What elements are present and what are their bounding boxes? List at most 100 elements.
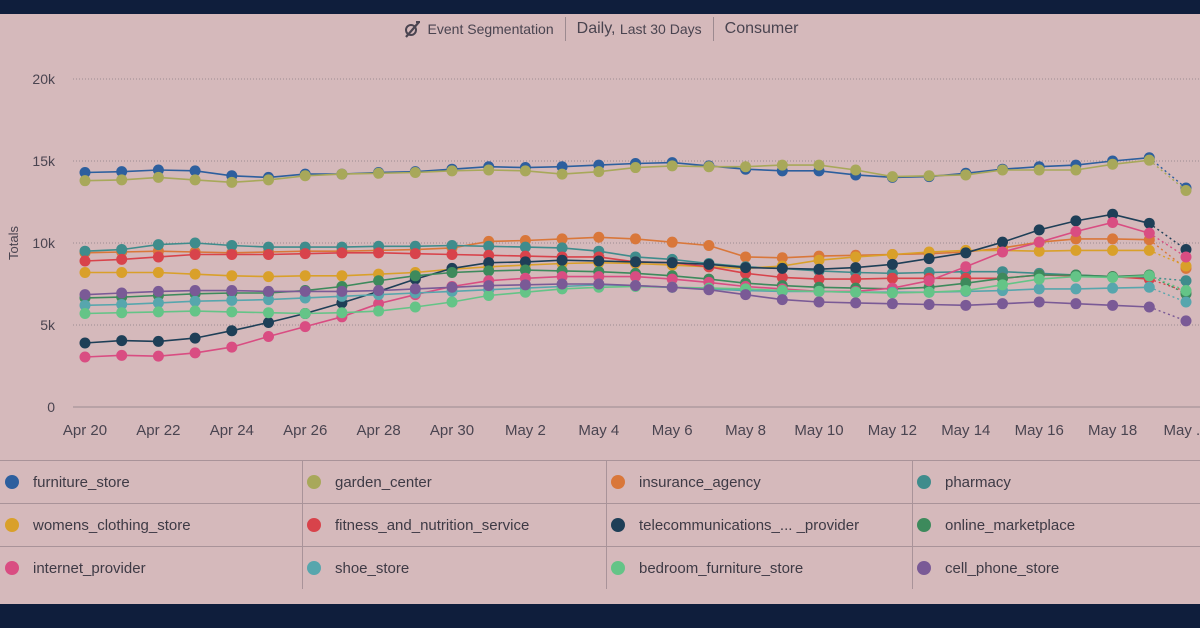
segment-label: Consumer — [724, 20, 799, 37]
legend-item[interactable]: shoe_store — [302, 546, 607, 589]
segmentation-icon — [404, 21, 420, 38]
legend-label: pharmacy — [945, 473, 1011, 491]
segment-selector[interactable]: Consumer — [714, 20, 810, 38]
data-point — [556, 278, 568, 290]
data-point — [446, 281, 458, 293]
data-point — [997, 298, 1008, 310]
data-point — [886, 287, 898, 299]
data-point — [1143, 154, 1155, 166]
data-point — [776, 271, 788, 283]
data-point — [886, 258, 898, 270]
data-point — [1107, 217, 1119, 228]
data-point — [850, 297, 862, 309]
data-point — [1070, 298, 1082, 310]
series-projection-line — [1148, 157, 1187, 189]
data-point — [886, 248, 898, 260]
data-point — [226, 270, 238, 282]
data-point — [666, 257, 678, 269]
data-point — [1107, 282, 1119, 294]
legend-item[interactable]: fitness_and_nutrition_service — [302, 503, 607, 546]
data-point — [299, 285, 311, 297]
data-point — [1107, 158, 1119, 170]
x-tick-label: May 8 — [725, 422, 766, 439]
report-type-selector[interactable]: Event Segmentation — [391, 19, 565, 39]
x-tick-label: May 2 — [505, 422, 546, 439]
x-tick-label: May 12 — [868, 422, 917, 439]
data-point — [813, 159, 825, 171]
data-point — [189, 237, 201, 249]
data-point — [116, 244, 128, 256]
legend-item[interactable]: garden_center — [302, 460, 607, 503]
data-point — [152, 297, 164, 309]
data-point — [556, 168, 568, 180]
legend-item[interactable]: internet_provider — [0, 546, 303, 589]
data-point — [189, 332, 201, 344]
legend-swatch — [917, 475, 931, 489]
data-point — [1107, 233, 1119, 245]
date-range-selector[interactable]: Daily, Last 30 Days — [566, 20, 713, 38]
legend-swatch — [917, 561, 931, 575]
data-point — [446, 296, 458, 308]
data-point — [519, 165, 531, 177]
data-point — [740, 161, 752, 173]
data-point — [1180, 296, 1192, 308]
legend-swatch — [611, 475, 625, 489]
series-projection-line — [1148, 232, 1187, 258]
legend-label: internet_provider — [33, 559, 146, 577]
data-point — [519, 279, 531, 291]
data-point — [1143, 301, 1155, 313]
data-point — [79, 299, 91, 311]
data-point — [1143, 270, 1155, 282]
data-point — [79, 337, 91, 349]
data-point — [79, 245, 91, 257]
data-point — [373, 247, 385, 259]
data-point — [409, 301, 421, 313]
legend-item[interactable]: furniture_store — [0, 460, 303, 503]
data-point — [1033, 296, 1045, 308]
data-point — [409, 283, 421, 295]
data-point — [336, 307, 348, 319]
legend-item[interactable]: womens_clothing_store — [0, 503, 303, 546]
data-point — [152, 335, 164, 347]
data-point — [519, 264, 531, 276]
data-point — [923, 170, 935, 182]
data-point — [1180, 260, 1192, 272]
legend-item[interactable]: cell_phone_store — [912, 546, 1200, 589]
data-point — [189, 268, 201, 280]
data-point — [1180, 251, 1192, 263]
data-point — [1070, 164, 1082, 176]
series-line — [84, 213, 1150, 344]
data-point — [116, 335, 128, 347]
data-point — [263, 317, 274, 329]
legend-label: telecommunications_... _provider — [639, 516, 860, 534]
data-point — [336, 285, 348, 297]
legend-label: online_marketplace — [945, 516, 1076, 534]
legend-item[interactable]: insurance_agency — [606, 460, 913, 503]
data-point — [152, 285, 164, 297]
data-point — [703, 161, 715, 173]
data-point — [960, 169, 972, 181]
data-point — [1070, 226, 1082, 238]
legend-item[interactable]: online_marketplace — [912, 503, 1200, 546]
legend-item[interactable]: pharmacy — [912, 460, 1200, 503]
top-backdrop — [0, 0, 1200, 14]
data-point — [373, 275, 385, 287]
data-point — [593, 166, 605, 178]
report-type-label: Event Segmentation — [427, 21, 554, 37]
data-point — [1143, 227, 1155, 239]
data-point — [1033, 224, 1045, 236]
data-point — [886, 171, 898, 183]
legend-label: furniture_store — [33, 473, 130, 491]
data-point — [79, 175, 91, 187]
x-tick-label: May 18 — [1088, 422, 1137, 439]
legend-item[interactable]: bedroom_furniture_store — [606, 546, 913, 589]
legend-swatch — [5, 518, 19, 532]
series-line — [84, 156, 1150, 179]
data-point — [446, 239, 458, 251]
legend-item[interactable]: telecommunications_... _provider — [606, 503, 913, 546]
series-projection-line — [1149, 306, 1187, 322]
data-point — [740, 289, 752, 301]
data-point — [409, 270, 421, 282]
data-point — [630, 280, 641, 292]
data-point — [1107, 271, 1119, 283]
